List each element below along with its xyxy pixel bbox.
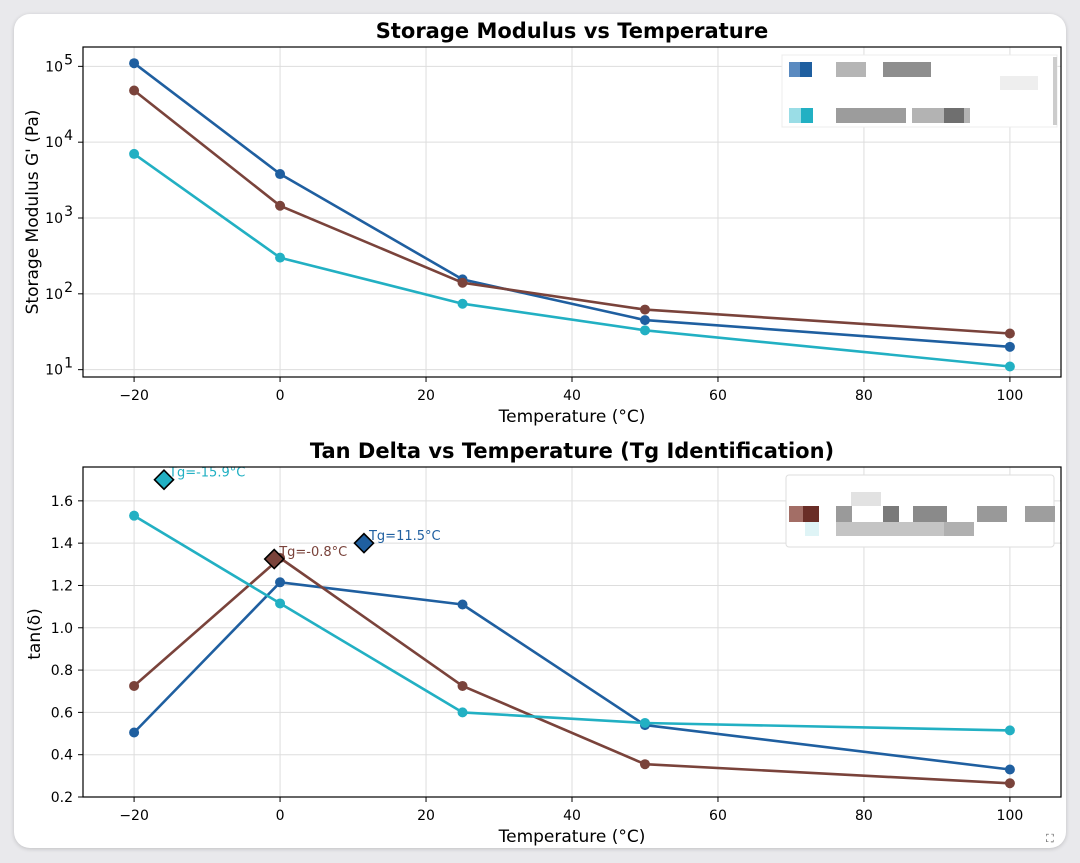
x-tick-label: 80 [855,388,873,404]
data-point [275,252,286,263]
legend-swatch [789,62,800,77]
data-point [275,577,286,588]
data-point [1004,328,1015,339]
x-tick-label: 0 [276,388,285,404]
data-point [1004,725,1015,736]
tg-label: Tg=-15.9°C [168,466,245,481]
tg-label: Tg=-0.8°C [278,545,347,560]
x-tick-label: 20 [417,808,435,824]
y-tick-label: 10 [45,363,63,379]
legend-text-blur [944,522,974,536]
tg-marker [353,532,375,554]
legend-text-blur [944,108,964,123]
data-point [129,148,140,159]
x-tick-label: −20 [119,388,149,404]
legend-swatch [805,522,819,536]
x-tick-label: 60 [709,388,727,404]
legend-text-blur [883,62,931,77]
legend-swatch [789,108,801,123]
data-point [639,759,650,770]
legend-text-blur [836,522,944,536]
legend-text-blur [1025,506,1055,522]
x-tick-label: 40 [563,388,581,404]
storage-modulus-panel: Storage Modulus vs Temperature −20 0 20 40 6… [23,19,1062,427]
x-tick-label: 80 [855,808,873,824]
y-tick-label: 10 [45,59,63,75]
chart-title: Storage Modulus vs Temperature [376,19,769,43]
legend-text-blur [1000,76,1038,90]
chart-title: Tan Delta vs Temperature (Tg Identificat… [310,439,834,463]
figure-card [14,14,1066,848]
x-tick-label: 60 [709,808,727,824]
y-tick-label: 1.4 [51,536,73,552]
legend-text-blur [851,492,881,506]
legend-blurred [785,474,1055,548]
x-tick-label: −20 [119,808,149,824]
data-point [129,680,140,691]
x-tick-label: 20 [417,388,435,404]
expand-icon[interactable]: ⛶ [1046,832,1054,845]
y-tick-exponent: 2 [64,280,73,296]
data-point [457,277,468,288]
y-tick-exponent: 4 [64,128,73,144]
data-point [1004,778,1015,789]
data-point [129,58,140,69]
tan-delta-panel: Tan Delta vs Temperature (Tg Identificat… [25,439,1062,847]
legend-swatch [789,506,803,522]
tg-marker [153,469,175,491]
data-point [457,707,468,718]
y-tick-label: 10 [45,135,63,151]
data-point [457,599,468,610]
data-point [1004,764,1015,775]
data-point [1004,361,1015,372]
y-tick-label: 10 [45,287,63,303]
legend-swatch [801,108,813,123]
y-tick-exponent: 1 [64,356,73,372]
data-point [457,680,468,691]
x-tick-label: 0 [276,808,285,824]
data-point [275,169,286,180]
legend-text-blur [883,506,899,522]
legend-text-blur [836,506,852,522]
y-tick-label: 0.6 [51,705,73,721]
data-point [639,717,650,728]
y-tick-label: 1.0 [51,621,73,637]
data-point [129,85,140,96]
legend-swatch [803,506,819,522]
y-tick-label: 0.4 [51,748,73,764]
tg-label: Tg=11.5°C [368,529,441,544]
y-tick-label: 1.6 [51,494,73,510]
y-tick-exponent: 3 [64,204,73,220]
data-point [639,315,650,326]
legend-text-blur [836,108,906,123]
y-axis-label: tan(δ) [25,608,45,660]
data-point [457,298,468,309]
data-point [275,200,286,211]
x-tick-label: 40 [563,808,581,824]
data-point [275,598,286,609]
legend-text-blur [836,62,866,77]
data-point [129,727,140,738]
x-axis-label: Temperature (°C) [498,827,646,847]
y-tick-label: 0.2 [51,790,73,806]
y-tick-exponent: 5 [64,52,73,68]
x-tick-label: 100 [997,808,1024,824]
legend-swatch [800,62,812,77]
tg-marker [263,548,285,570]
x-tick-label: 100 [997,388,1024,404]
legend-edge [1053,57,1057,125]
data-point [129,510,140,521]
legend-blurred [781,54,1058,128]
data-point [1004,341,1015,352]
legend-text-blur [977,506,1007,522]
legend-text-blur [913,506,947,522]
data-point [639,325,650,336]
y-tick-label: 10 [45,211,63,227]
y-tick-label: 1.2 [51,578,73,594]
data-point [639,304,650,315]
y-axis-label: Storage Modulus G' (Pa) [23,110,43,315]
y-tick-label: 0.8 [51,663,73,679]
x-axis-label: Temperature (°C) [498,407,646,427]
